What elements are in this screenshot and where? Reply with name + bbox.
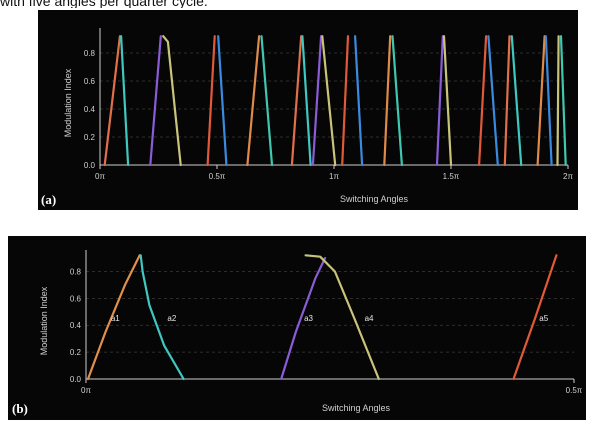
chart-a-series-line-24 — [556, 35, 560, 167]
chart-a-plot: 0.0 0.2 0.4 0.6 0.8 0π 0.5π 1π 1.5π 2π — [84, 28, 573, 181]
chart-b-y-tick-label-3: 0.6 — [70, 294, 82, 303]
chart-b-panel-label: (b) — [12, 401, 28, 416]
chart-a-series-line-17 — [442, 35, 453, 167]
chart-panel-b: 0.0 0.2 0.4 0.6 0.8 0π 0.5π a1 a2 a3 a4 a5 Modulati… — [8, 236, 586, 420]
chart-b-y-tick-label-2: 0.4 — [70, 321, 82, 330]
chart-a-y-tick-label-0: 0.0 — [84, 161, 96, 170]
chart-a-y-axis-title: Modulation Index — [63, 68, 73, 138]
chart-a-series-line-21 — [510, 35, 523, 167]
chart-a-series-line-8 — [290, 35, 303, 167]
chart-b-y-tick-label-1: 0.2 — [70, 348, 82, 357]
chart-a-x-tick-label-0: 0π — [95, 172, 105, 181]
chart-b-series-line-2 — [280, 256, 327, 381]
chart-a-series-line-0 — [103, 35, 122, 167]
chart-a-series-line-20 — [503, 35, 511, 167]
chart-a-series-line-7 — [260, 35, 274, 167]
chart-a-series-line-19 — [487, 35, 499, 167]
chart-a-series-line-25 — [559, 35, 567, 167]
chart-b-y-axis-title: Modulation Index — [39, 286, 49, 356]
chart-b-x-tick-label-0: 0π — [81, 386, 91, 395]
chart-a-series-line-18 — [478, 35, 488, 167]
chart-a-series-line-5 — [217, 35, 228, 167]
figure-caption: with five angles per quarter cycle. — [0, 0, 208, 8]
chart-a-series-line-9 — [301, 35, 312, 167]
chart-a-x-tick-label-4: 2π — [563, 172, 573, 181]
chart-a-series-line-6 — [246, 35, 261, 167]
chart-a-series-line-3 — [162, 35, 182, 167]
chart-a-series-line-14 — [383, 35, 392, 167]
chart-a-series-line-15 — [391, 35, 403, 167]
chart-a-series-line-23 — [544, 35, 553, 167]
chart-b-y-tick-label-4: 0.8 — [70, 267, 82, 276]
chart-b-series-label-a2: a2 — [167, 314, 176, 323]
chart-a-series-line-13 — [354, 35, 364, 167]
chart-a-x-tick-label-1: 0.5π — [209, 172, 226, 181]
chart-a-x-axis-title: Switching Angles — [339, 194, 409, 204]
chart-b-series-label-a4: a4 — [365, 314, 374, 323]
chart-a-series-line-12 — [341, 35, 350, 167]
chart-b-series-line-1 — [139, 254, 185, 381]
chart-b-plot: 0.0 0.2 0.4 0.6 0.8 0π 0.5π a1 a2 a3 a4 a5 — [70, 250, 583, 395]
chart-b-series-line-4 — [512, 254, 558, 381]
chart-a-series-line-1 — [119, 35, 130, 167]
chart-a-y-tick-label-2: 0.4 — [84, 105, 96, 114]
chart-a-y-tick-label-3: 0.6 — [84, 77, 96, 86]
chart-a-series-line-10 — [311, 35, 323, 167]
chart-b-series-line-0 — [86, 254, 141, 381]
chart-a-series-line-2 — [149, 35, 162, 167]
chart-b-series-label-a1: a1 — [111, 314, 120, 323]
chart-a-series-line-16 — [435, 35, 444, 167]
chart-a-y-tick-label-1: 0.2 — [84, 133, 96, 142]
chart-b-series-label-a3: a3 — [304, 314, 313, 323]
chart-a-x-tick-label-2: 1π — [329, 172, 339, 181]
chart-a-y-tick-label-4: 0.8 — [84, 49, 96, 58]
chart-panel-a: 0.0 0.2 0.4 0.6 0.8 0π 0.5π 1π 1.5π 2π Modulation… — [38, 10, 578, 210]
chart-b-x-tick-label-1: 0.5π — [566, 386, 583, 395]
chart-a-series-line-11 — [321, 35, 337, 167]
chart-b-series-label-a5: a5 — [539, 314, 548, 323]
chart-b-x-axis-title: Switching Angles — [321, 403, 391, 413]
chart-b-series-line-3 — [304, 254, 380, 381]
chart-a-panel-label: (a) — [41, 192, 57, 207]
chart-a-series-line-4 — [206, 35, 216, 167]
chart-a-series-line-22 — [536, 35, 546, 167]
chart-b-y-tick-label-0: 0.0 — [70, 375, 82, 384]
chart-a-x-tick-label-3: 1.5π — [443, 172, 460, 181]
